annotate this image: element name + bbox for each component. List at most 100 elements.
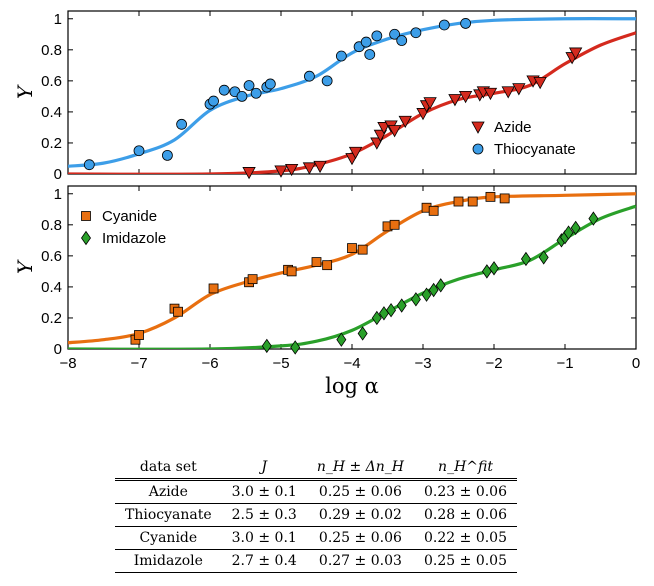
data-point-thiocyanate — [161, 149, 173, 161]
table-cell: 0.25 ± 0.06 — [318, 484, 402, 500]
y-tick-label: 0.6 — [41, 73, 62, 90]
data-point-thiocyanate — [243, 80, 255, 91]
col-header-nh-fit: n_H^fit — [438, 459, 493, 475]
table-cell: Cyanide — [139, 530, 198, 546]
data-point-cyanide — [453, 196, 464, 207]
x-axis-label: log α — [325, 374, 379, 398]
data-point-imidazole — [421, 287, 432, 302]
data-point-imidazole — [428, 282, 439, 298]
table-cell: 2.7 ± 0.4 — [231, 553, 297, 569]
y-axis-label: Y — [13, 259, 37, 274]
data-point-cyanide — [311, 257, 322, 267]
x-tick-label: −6 — [201, 355, 218, 372]
data-point-cyanide — [247, 274, 258, 285]
data-point-azide — [483, 87, 498, 101]
legend-label-azide: Azide — [494, 119, 532, 136]
fit-curve-azide — [68, 31, 636, 174]
table-cell: Thiocyanate — [125, 507, 212, 523]
data-point-azide — [448, 94, 462, 107]
data-point-imidazole — [357, 326, 368, 341]
y-tick-label: 0 — [54, 341, 62, 358]
data-point-imidazole — [588, 211, 599, 226]
data-point-azide — [568, 47, 583, 60]
data-point-thiocyanate — [321, 75, 333, 87]
y-axis-label: Y — [13, 84, 37, 99]
data-point-imidazole — [538, 250, 549, 265]
table-cell: 0.29 ± 0.02 — [318, 507, 402, 523]
y-tick-label: 0.4 — [41, 279, 62, 296]
table-header-row: data set J n_H ± Δn_H n_H^fit — [115, 456, 517, 480]
data-point-thiocyanate — [438, 19, 450, 31]
table-row: Imidazole 2.7 ± 0.4 0.27 ± 0.03 0.25 ± 0.05 — [115, 550, 517, 573]
table-cell: 2.5 ± 0.3 — [231, 507, 297, 523]
data-point-imidazole — [410, 292, 421, 307]
table-cell: 0.25 ± 0.06 — [318, 530, 402, 546]
data-point-imidazole — [570, 220, 581, 236]
data-point-thiocyanate — [389, 28, 401, 40]
data-point-cyanide — [347, 243, 357, 253]
figure: 0 0.2 0.4 0.6 0.8 1 Y Azide Thiocyanate 0 0.2 0.4 0.… — [13, 10, 640, 398]
data-point-imidazole — [563, 225, 574, 240]
data-point-azide — [387, 125, 402, 138]
data-point-cyanide — [173, 306, 183, 317]
data-point-thiocyanate — [133, 145, 145, 157]
data-point-thiocyanate — [208, 95, 219, 107]
data-point-thiocyanate — [83, 159, 95, 171]
table-cell: 0.22 ± 0.05 — [424, 530, 507, 546]
data-point-azide — [284, 163, 299, 177]
data-point-thiocyanate — [250, 87, 262, 99]
x-tick-label: −1 — [556, 355, 573, 372]
y-tick-label: 0.8 — [41, 42, 62, 59]
col-header-dataset: data set — [139, 459, 197, 475]
legend-marker-cyanide — [81, 211, 91, 221]
data-point-cyanide — [286, 266, 297, 277]
data-point-thiocyanate — [218, 84, 230, 96]
x-tick-label: −7 — [130, 355, 147, 372]
table-row: Cyanide 3.0 ± 0.1 0.25 ± 0.06 0.22 ± 0.05 — [115, 527, 517, 550]
data-point-imidazole — [520, 251, 531, 267]
data-point-thiocyanate — [360, 36, 372, 48]
data-point-cyanide — [499, 193, 510, 204]
table-cell: Azide — [148, 484, 188, 500]
legend-marker-thiocyanate — [472, 143, 484, 155]
data-point-cyanide — [357, 244, 368, 255]
data-point-azide — [501, 86, 515, 99]
data-point-thiocyanate — [460, 18, 472, 29]
data-point-cyanide — [467, 196, 478, 207]
legend-label-imidazole: Imidazole — [102, 230, 166, 247]
y-tick-label: 0.4 — [41, 104, 62, 121]
x-tick-label: −2 — [485, 355, 502, 372]
data-point-azide — [302, 162, 317, 175]
data-point-imidazole — [336, 332, 347, 347]
data-point-azide — [512, 83, 526, 96]
legend-label-cyanide: Cyanide — [102, 208, 157, 225]
table-cell: 3.0 ± 0.1 — [231, 484, 297, 500]
data-point-azide — [313, 160, 327, 174]
legend-label-thiocyanate: Thiocyanate — [494, 141, 576, 158]
data-point-cyanide — [208, 283, 219, 294]
data-point-azide — [423, 97, 437, 110]
fit-curve-thiocyanate — [68, 17, 636, 168]
x-tick-label: −3 — [414, 355, 431, 372]
y-tick-label: 0.8 — [41, 217, 62, 234]
data-point-imidazole — [371, 310, 382, 326]
data-point-azide — [533, 77, 547, 90]
data-point-azide — [458, 90, 473, 104]
y-tick-label: 0.2 — [41, 135, 62, 152]
data-point-thiocyanate — [176, 118, 188, 130]
data-point-thiocyanate — [264, 78, 276, 90]
col-header-nh: n_H ± Δn_H — [316, 459, 405, 475]
y-tick-label: 1 — [54, 11, 62, 28]
data-point-cyanide — [322, 260, 333, 271]
x-tick-label: 0 — [632, 355, 640, 372]
data-point-thiocyanate — [364, 49, 376, 60]
data-point-thiocyanate — [236, 90, 248, 102]
table-cell: 3.0 ± 0.1 — [231, 530, 297, 546]
table-cell: 0.27 ± 0.03 — [318, 553, 402, 569]
results-table: data set J n_H ± Δn_H n_H^fit Azide 3.0 ±… — [115, 456, 517, 573]
table-cell: 0.25 ± 0.05 — [424, 553, 507, 569]
x-tick-label: −8 — [59, 355, 76, 372]
col-header-j: J — [261, 459, 268, 475]
y-tick-label: 1 — [54, 186, 62, 203]
data-point-azide — [242, 167, 256, 180]
